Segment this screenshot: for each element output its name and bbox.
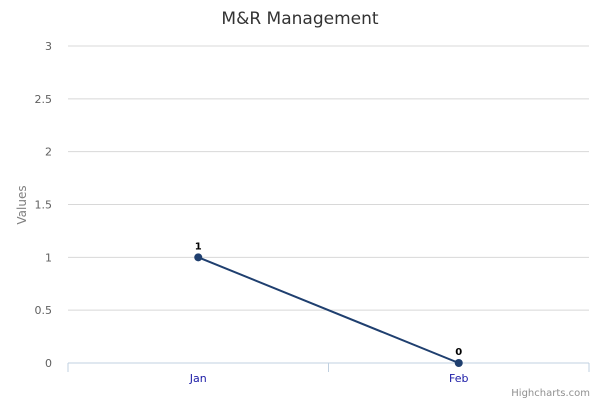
series-layer: 10: [194, 241, 463, 367]
data-label: 1: [195, 241, 202, 252]
x-axis: Jan Feb: [67, 362, 590, 385]
gridlines: [68, 45, 589, 311]
credits-link[interactable]: Highcharts.com: [511, 388, 590, 399]
chart-title: M&R Management: [221, 9, 378, 29]
data-point[interactable]: [454, 359, 463, 367]
y-tick-label: 0: [45, 357, 52, 370]
y-tick-label: 0.5: [35, 304, 53, 317]
y-tick-label: 1.5: [35, 199, 53, 212]
x-tick-label: Feb: [449, 372, 468, 385]
x-tick-label: Jan: [189, 372, 207, 385]
y-axis-ticks: 0 0.5 1 1.5 2 2.5 3: [35, 40, 53, 370]
series-line: [197, 256, 460, 364]
y-tick-label: 2: [45, 146, 52, 159]
y-tick-label: 3: [45, 40, 52, 53]
y-axis-label: Values: [15, 185, 29, 224]
y-tick-label: 2.5: [35, 93, 53, 106]
data-label: 0: [455, 347, 462, 358]
y-tick-label: 1: [45, 251, 52, 264]
data-point[interactable]: [194, 253, 203, 262]
